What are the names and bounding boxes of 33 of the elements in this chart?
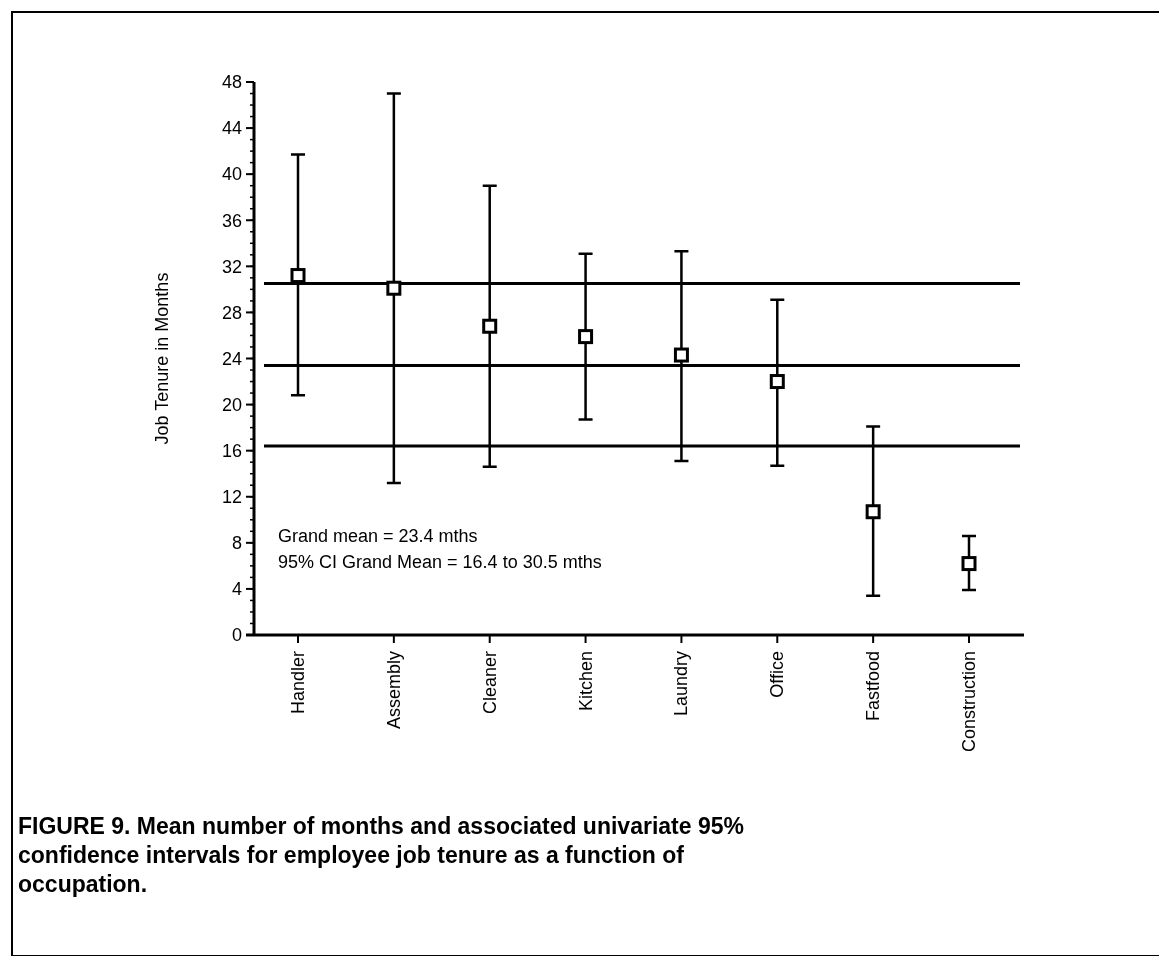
y-tick-label: 36 [221, 210, 242, 231]
x-tick-label: Fastfood [863, 651, 884, 722]
text: FIGURE 9. Mean number of months and associated univariate 95% confidence intervals for employee job tenure as a function of occupation. [18, 813, 744, 897]
x-tick-label: Cleaner [479, 651, 500, 715]
x-tick-label: Kitchen [575, 651, 596, 712]
y-tick-label: 20 [221, 394, 242, 415]
x-tick-label: Handler [288, 651, 308, 715]
y-tick-label: 12 [221, 487, 242, 508]
y-tick-label: 8 [231, 533, 242, 554]
point [961, 556, 977, 572]
point [578, 329, 594, 345]
y-tick-label: 4 [231, 579, 242, 600]
point [290, 268, 306, 284]
y-tick-label: 28 [221, 302, 242, 323]
y-tick-label: 32 [221, 256, 242, 277]
point [482, 318, 498, 334]
y-tick-label: 24 [221, 348, 242, 369]
point [673, 347, 689, 363]
x-tick-label: Office [767, 651, 788, 698]
y-tick-label: 48 [221, 72, 242, 93]
point [386, 280, 402, 296]
x-tick-label: Assembly [383, 651, 404, 730]
point [865, 504, 881, 520]
point [769, 374, 785, 390]
y-tick-label: 44 [221, 118, 242, 139]
y-tick-label: 0 [231, 625, 242, 646]
y-axis-title: Job Tenure in Months [152, 272, 172, 445]
annotation: 95% CI Grand Mean = 16.4 to 30.5 mths [278, 552, 602, 572]
annotation: Grand mean = 23.4 mths [278, 526, 478, 546]
x-tick-label: Laundry [671, 651, 692, 717]
x-tick-label: Construction [959, 651, 979, 753]
y-tick-label: 40 [221, 164, 242, 185]
y-tick-label: 16 [221, 440, 242, 461]
